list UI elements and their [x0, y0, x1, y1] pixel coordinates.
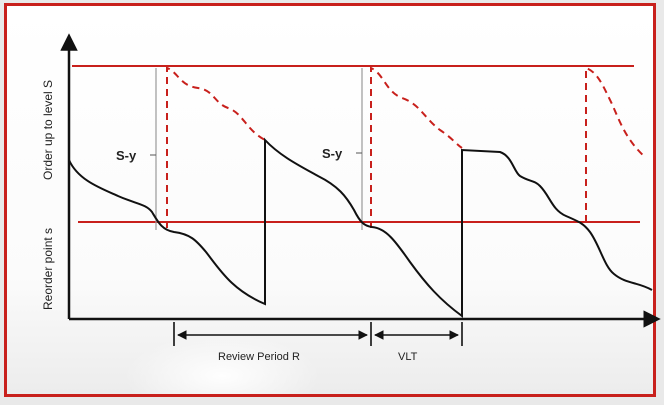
- s-y-label-2: S-y: [322, 146, 343, 161]
- diagram-frame: [4, 3, 656, 397]
- review-period-label: Review Period R: [218, 351, 300, 363]
- projected-curve-1: [166, 66, 266, 228]
- reorder-point-label: Reorder point s: [41, 228, 55, 310]
- s-y-label-1: S-y: [116, 148, 137, 163]
- background-glow: [7, 6, 653, 394]
- vlt-label: VLT: [398, 351, 418, 363]
- projected-curve-2: [370, 66, 463, 228]
- order-up-to-label: Order up to level S: [41, 80, 55, 180]
- projected-curve-3: [585, 66, 647, 222]
- inventory-level-curve: [68, 137, 653, 318]
